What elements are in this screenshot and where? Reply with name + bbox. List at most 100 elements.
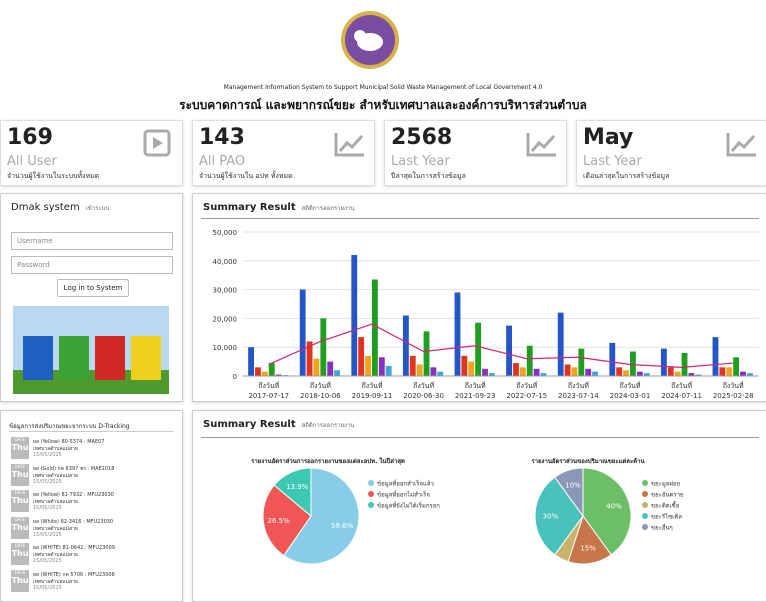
badge-label: DATE [14, 437, 26, 442]
bar [726, 367, 733, 376]
bar [416, 364, 423, 376]
date-badge: DATE Thu [11, 437, 29, 459]
legend-swatch [642, 513, 648, 519]
bar [712, 337, 719, 376]
pie-slice [554, 467, 584, 518]
login-title: Dmak system [11, 202, 80, 213]
y-tick-label: 50,000 [213, 229, 238, 237]
bar [533, 368, 540, 376]
subtitle: Management Information System to Support… [223, 84, 543, 91]
bar [526, 345, 533, 376]
item-date: 15/05/2025 [33, 478, 62, 485]
bar [695, 374, 702, 376]
line [268, 323, 734, 368]
item-org: เทศบาลตำบลแม่สาย [33, 472, 78, 479]
bar [261, 371, 268, 376]
badge-label: DATE [14, 543, 26, 548]
bar [306, 341, 313, 376]
bar-panel: Summary Result สถิติการออกรายงาน 0 10,000 2… [192, 193, 766, 402]
bar [351, 255, 358, 376]
slice-label: 40% [606, 502, 622, 510]
bar [740, 371, 746, 376]
badge-day: Thu [11, 549, 29, 558]
date-badge: DATE Thu [11, 543, 29, 565]
bar [409, 355, 416, 376]
item-org: เทศบาลตำบลแม่สาย [33, 446, 78, 452]
x-tick-label: 2022-07-15 [506, 392, 547, 400]
bar [423, 331, 430, 376]
bar [358, 337, 365, 376]
y-tick-label: 40,000 [213, 258, 238, 266]
item-org: เทศบาลตำบลแม่สาย [33, 552, 78, 558]
stat-value: 2568 [391, 125, 453, 150]
x-tick-prefix: ถึงวันที่ [310, 381, 331, 390]
stat-card: 2568 Last Year ปีล่าสุดในการสร้างข้อมูล [384, 120, 567, 186]
stat-label: Last Year [391, 154, 450, 169]
stat-value: 143 [199, 125, 245, 150]
bar [643, 373, 650, 376]
date-badge: DATE Thu [11, 463, 29, 486]
password-input[interactable]: Password [11, 256, 173, 274]
bar [430, 367, 437, 376]
stat-card: May Last Year เดือนล่าสุดในการสร้างข้อมูล [576, 120, 766, 186]
pie-slice [273, 467, 312, 518]
stat-icon [143, 129, 171, 157]
x-tick-prefix: ถึงวันที่ [723, 381, 744, 390]
stat-icon [526, 133, 556, 157]
bar [616, 367, 623, 376]
badge-day: Thu [11, 469, 29, 479]
item-date: 15/05/2025 [33, 531, 62, 538]
login-panel: Dmak system เข้าระบบ Username Password Lo… [0, 193, 183, 402]
slice-label: 13.9% [286, 483, 309, 491]
bar [454, 292, 461, 376]
legend-label: ขยะมูลฝอย [651, 481, 680, 488]
item-text: ผส (WHITE) กค 5706 : MFU23008 [33, 571, 115, 578]
x-tick-label: 2024-07-11 [661, 392, 702, 400]
x-tick-label: 2024-03-01 [610, 392, 651, 400]
legend-swatch [368, 491, 374, 497]
x-tick-prefix: ถึงวันที่ [516, 381, 537, 390]
badge-label: DATE [14, 569, 26, 575]
date-badge: DATE Thu [11, 569, 29, 592]
legend-swatch [642, 502, 648, 508]
pie-slice [283, 467, 360, 565]
bar [327, 361, 334, 376]
username-input[interactable]: Username [11, 232, 173, 250]
stat-label: All PAO [199, 154, 246, 169]
badge-day: Thu [11, 443, 29, 452]
bar [385, 365, 392, 376]
bar [513, 363, 519, 376]
bar [248, 347, 255, 376]
bar [578, 348, 585, 376]
bar [636, 371, 643, 376]
bar [372, 279, 378, 376]
bar [475, 322, 482, 376]
legend-label: ขยะติดเชื้อ [651, 500, 680, 510]
bar [313, 358, 320, 376]
pie-charts: รายงานอัตราส่วนการออกรายงานของแต่ละอปท. … [251, 457, 684, 565]
bar [609, 342, 616, 376]
legend-swatch [642, 524, 648, 530]
bar [630, 351, 636, 376]
bar [519, 367, 526, 376]
y-tick-label: 30,000 [213, 287, 238, 295]
item-text: ผส (Yellow) 81-7932 : MFU23030 [33, 492, 114, 498]
login-button[interactable]: Log in to System [57, 279, 129, 297]
bar [255, 367, 261, 376]
bar [557, 312, 564, 376]
bar [746, 373, 753, 376]
stat-desc: เดือนล่าสุดในการสร้างข้อมูล [583, 172, 670, 180]
bar [674, 371, 681, 376]
bar [468, 361, 475, 376]
bar [334, 370, 341, 376]
y-tick-label: 20,000 [213, 315, 238, 323]
bar-chart: 0 10,000 20,000 30,000 40,000 50,000 ถึงวันที่… [213, 229, 759, 400]
pie-panel: Summary Result สถิติการออกรายงาน รายงานอั… [192, 410, 766, 602]
bar [437, 371, 444, 376]
icon [153, 137, 163, 149]
bar [719, 367, 726, 376]
stat-desc: จำนวนผู้ใช้งานใน อปท ทั้งหมด [199, 172, 293, 180]
bar [365, 355, 371, 376]
x-tick-label: 2018-10-06 [300, 392, 341, 400]
